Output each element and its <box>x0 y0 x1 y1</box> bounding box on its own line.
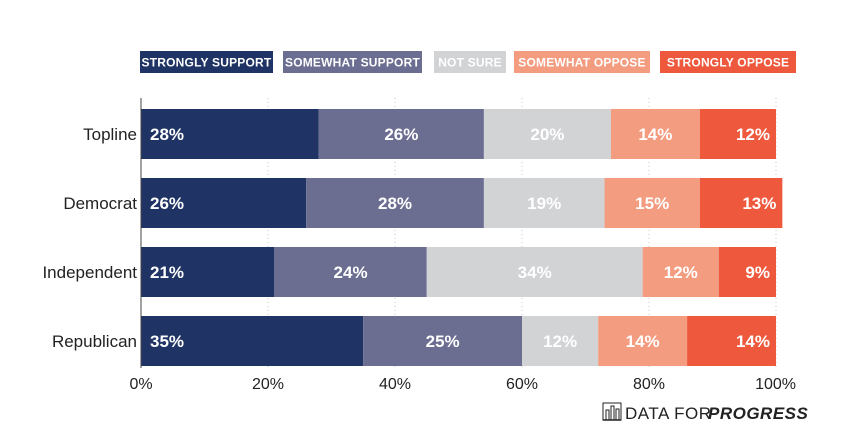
value-label: 15% <box>635 194 669 213</box>
legend-item: STRONGLY OPPOSE <box>660 51 796 73</box>
value-label: 14% <box>736 332 770 351</box>
bar-row: Democrat 26% 28% 19% 15% 13% <box>63 178 783 228</box>
bar-segment <box>141 316 364 366</box>
category-label: Independent <box>42 263 137 282</box>
value-label: 12% <box>664 263 698 282</box>
value-label: 9% <box>745 263 770 282</box>
bar-segment <box>522 316 599 366</box>
value-label: 26% <box>150 194 184 213</box>
value-label: 24% <box>334 263 368 282</box>
bar-segment <box>426 247 643 297</box>
bar-segment <box>274 247 427 297</box>
category-label: Democrat <box>63 194 137 213</box>
x-tick-label: 100% <box>755 376 796 393</box>
bar-segment <box>363 316 522 366</box>
legend-label: SOMEWHAT SUPPORT <box>285 56 420 70</box>
legend-swatch <box>660 51 796 73</box>
legend-swatch <box>283 51 422 73</box>
value-label: 21% <box>150 263 184 282</box>
bar-row: Topline 28% 26% 20% 14% 12% <box>83 109 776 159</box>
legend: STRONGLY SUPPORT SOMEWHAT SUPPORT NOT SURE… <box>140 51 796 73</box>
value-label: 12% <box>736 125 770 144</box>
legend-label: STRONGLY OPPOSE <box>667 56 789 70</box>
bar-segment <box>141 247 275 297</box>
bar-row: Independent 21% 24% 34% 12% 9% <box>42 247 776 297</box>
bar-segment <box>141 109 319 159</box>
value-label: 14% <box>638 125 672 144</box>
bar-segment <box>483 109 611 159</box>
bar-segment <box>610 109 700 159</box>
value-label: 25% <box>426 332 460 351</box>
x-axis: 0% 20% 40% 60% 80% 100% <box>129 98 796 393</box>
legend-item: STRONGLY SUPPORT <box>140 51 273 73</box>
legend-swatch <box>514 51 650 73</box>
value-label: 13% <box>742 194 776 213</box>
legend-label: STRONGLY SUPPORT <box>142 56 272 70</box>
value-label: 35% <box>150 332 184 351</box>
bar-segment <box>699 109 776 159</box>
value-label: 34% <box>518 263 552 282</box>
legend-item: SOMEWHAT OPPOSE <box>514 51 650 73</box>
category-label: Republican <box>52 332 137 351</box>
value-label: 12% <box>543 332 577 351</box>
x-tick-label: 80% <box>633 376 665 393</box>
bar-segment <box>598 316 688 366</box>
legend-swatch <box>140 51 273 73</box>
x-tick-label: 0% <box>129 376 152 393</box>
brand-logo: DATA FOR PROGRESS <box>602 402 809 423</box>
value-label: 28% <box>378 194 412 213</box>
bar-row: Republican 35% 25% 12% 14% 14% <box>52 316 776 366</box>
bar-segment <box>699 178 783 228</box>
bar-segment <box>306 178 484 228</box>
legend-label: NOT SURE <box>438 56 502 70</box>
brand-emphasis: PROGRESS <box>708 404 809 423</box>
bar-segment <box>318 109 484 159</box>
bar-segment <box>141 178 307 228</box>
value-label: 14% <box>626 332 660 351</box>
bar-segment <box>718 247 776 297</box>
x-tick-label: 20% <box>252 376 284 393</box>
bar-segment <box>642 247 719 297</box>
bar-chart-icon <box>602 402 622 421</box>
bar-segment <box>687 316 776 366</box>
value-label: 26% <box>384 125 418 144</box>
bars: Topline 28% 26% 20% 14% 12% Democrat 26% 28% 19% 1… <box>42 109 783 366</box>
category-label: Topline <box>83 125 137 144</box>
brand-prefix: DATA FOR <box>625 404 712 423</box>
value-label: 19% <box>527 194 561 213</box>
value-label: 20% <box>530 125 564 144</box>
legend-item: SOMEWHAT SUPPORT <box>283 51 422 73</box>
legend-item: NOT SURE <box>434 51 506 73</box>
bar-segment <box>604 178 700 228</box>
x-tick-label: 60% <box>506 376 538 393</box>
value-label: 28% <box>150 125 184 144</box>
legend-swatch <box>434 51 506 73</box>
legend-label: SOMEWHAT OPPOSE <box>518 56 645 70</box>
x-tick-label: 40% <box>379 376 411 393</box>
bar-segment <box>483 178 605 228</box>
